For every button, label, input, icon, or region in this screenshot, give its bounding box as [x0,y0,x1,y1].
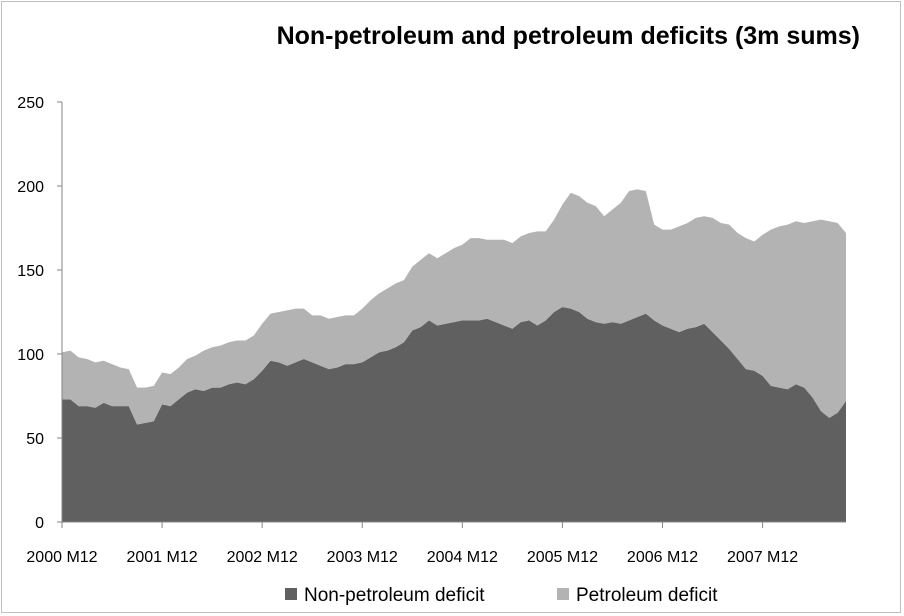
x-tick-label: 2004 M12 [427,549,498,566]
x-tick-label: 2001 M12 [126,549,197,566]
legend-label: Non-petroleum deficit [304,585,485,606]
x-tick-label: 2006 M12 [627,549,698,566]
x-tick-label: 2000 M12 [26,549,97,566]
x-tick-label: 2005 M12 [527,549,598,566]
legend-swatch [557,588,569,600]
x-tick-label: 2007 M12 [727,549,798,566]
legend-label: Petroleum deficit [576,585,718,606]
y-tick-label: 0 [35,515,44,532]
y-axis: 0 50 100 150 200 250 [17,95,63,532]
x-axis: 2000 M12 2001 M12 2002 M12 2003 M12 2004 M12… [26,521,846,566]
x-tick-label: 2003 M12 [327,549,398,566]
y-tick-label: 200 [17,179,44,196]
y-tick-label: 50 [26,431,44,448]
area-layer [62,189,846,522]
y-tick-label: 100 [17,347,44,364]
area-series-non-petroleum [62,306,846,522]
y-tick-label: 250 [17,95,44,112]
legend-swatch [285,588,297,600]
chart-title: Non-petroleum and petroleum deficits (3m… [276,22,860,50]
y-tick-label: 150 [17,263,44,280]
x-tick-label: 2002 M12 [227,549,298,566]
legend: Non-petroleum deficit Petroleum deficit [285,585,718,606]
area-series-petroleum [62,189,846,425]
